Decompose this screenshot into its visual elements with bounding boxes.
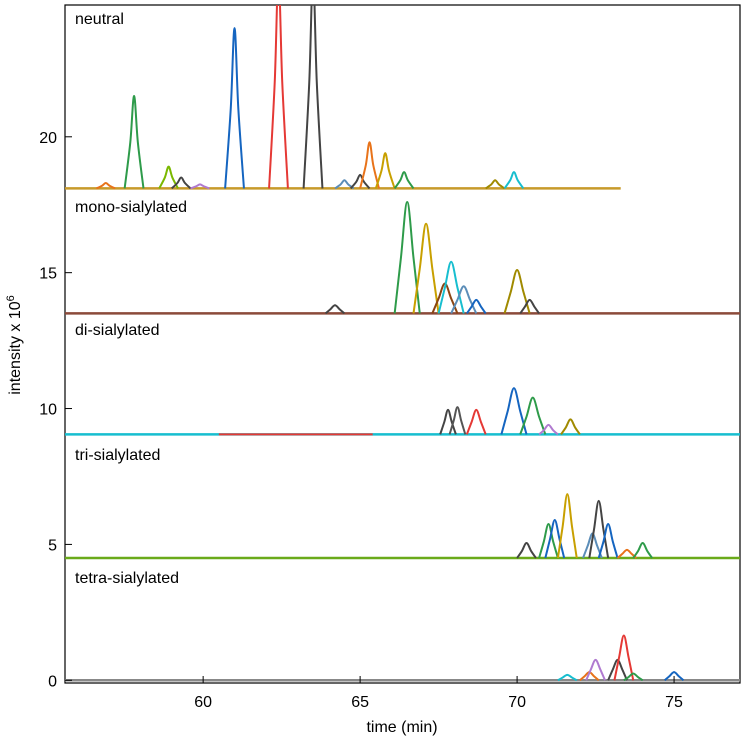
chromatogram-peak [538, 423, 559, 436]
y-tick-label: 0 [48, 673, 57, 690]
chromatogram-peak [597, 523, 619, 559]
chromatogram-peak [500, 387, 528, 435]
chromatogram-peak [613, 634, 635, 681]
chromatogram-peak [466, 298, 487, 314]
chromatogram-peak [324, 304, 346, 315]
x-tick-label: 75 [665, 694, 683, 711]
panel-label: tri-sialylated [75, 447, 160, 464]
chromatogram-peak [485, 179, 506, 190]
chromatogram-peak [374, 152, 396, 189]
plot-frame [64, 4, 741, 684]
y-tick-label: 10 [39, 402, 57, 419]
chromatogram-peak [349, 173, 371, 190]
chromatogram-peak [623, 672, 644, 682]
x-tick-label: 65 [351, 694, 369, 711]
chromatogram-peak [268, 5, 289, 189]
chromatogram-peak [557, 673, 578, 682]
chromatogram-peak [465, 408, 487, 435]
panel-label: mono-sialylated [75, 199, 187, 216]
curves [65, 5, 740, 682]
panel-label: di-sialylated [75, 322, 159, 339]
chromatogram-peak [448, 406, 467, 435]
y-tick-label: 20 [39, 130, 57, 147]
chromatogram-peak [616, 548, 638, 559]
panel-label: tetra-sialylated [75, 570, 179, 587]
chromatogram-peak [519, 396, 547, 435]
chromatogram-peak [393, 201, 421, 314]
y-axis-label-main: intensity x 10 [7, 301, 24, 394]
chromatogram-peak [171, 176, 192, 190]
x-tick-label: 60 [194, 694, 212, 711]
chromatogram-peak [556, 493, 578, 559]
x-axis-label: time (min) [366, 719, 437, 736]
chromatogram-peak [538, 523, 559, 559]
chromatogram-peak [95, 181, 116, 190]
chromatogram-peak [503, 268, 531, 314]
chromatogram-peak [663, 671, 685, 682]
chromatogram-peak [302, 5, 324, 189]
chromatogram-peak [544, 518, 566, 559]
chromatogram-peak [516, 542, 537, 559]
chromatogram-peak [393, 171, 415, 190]
y-tick-label: 15 [39, 266, 57, 283]
chromatogram-peak [359, 141, 380, 189]
chromatogram-peak [632, 542, 653, 559]
chromatogram-peak [560, 418, 581, 435]
y-axis-label: intensity x 106 [5, 295, 24, 395]
chromatogram-peak [158, 165, 179, 189]
y-tick-label: 5 [48, 537, 57, 554]
chromatogram-peak [503, 171, 525, 190]
chromatogram-peak [224, 27, 245, 189]
panel-label: neutral [75, 11, 124, 28]
chromatogram-peak [519, 298, 540, 314]
chromatogram-peak [123, 95, 145, 189]
x-tick-label: 70 [508, 694, 526, 711]
chromatogram-peak [334, 179, 355, 190]
chromatogram-peak [412, 222, 440, 314]
chromatogram-peak [190, 183, 210, 190]
y-axis-label-sup: 6 [5, 295, 17, 301]
chromatogram-peak [585, 658, 606, 681]
